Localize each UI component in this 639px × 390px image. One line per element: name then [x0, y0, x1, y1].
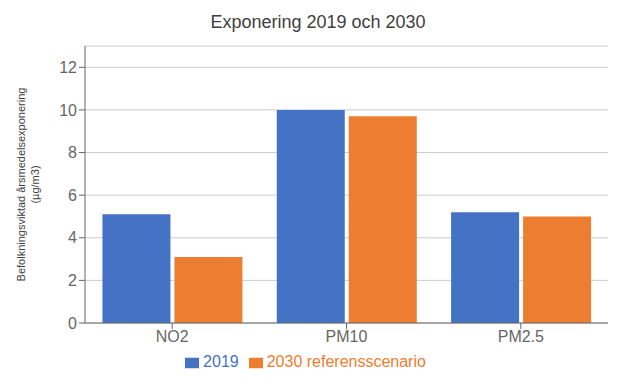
html-text:2019: 2019 [203, 353, 239, 370]
html-text:2030 referensscenario: 2030 referensscenario [266, 353, 426, 370]
svg-text:0: 0 [68, 315, 77, 332]
svg-text:12: 12 [59, 59, 77, 76]
svg-text:4: 4 [68, 229, 77, 246]
svg-text:8: 8 [68, 144, 77, 161]
svg-text:2: 2 [68, 272, 77, 289]
html-text:Exponering 2019 och 2030: Exponering 2019 och 2030 [210, 12, 426, 32]
svg-text:6: 6 [68, 187, 77, 204]
svg-text:10: 10 [59, 102, 77, 119]
svg-text:PM2.5: PM2.5 [498, 328, 544, 345]
svg-text:NO2: NO2 [156, 328, 189, 345]
svg-text:PM10: PM10 [326, 328, 368, 345]
svg-text:Befolkningsviktad årsmedelsexp: Befolkningsviktad årsmedelsexponering(µg… [15, 88, 41, 282]
